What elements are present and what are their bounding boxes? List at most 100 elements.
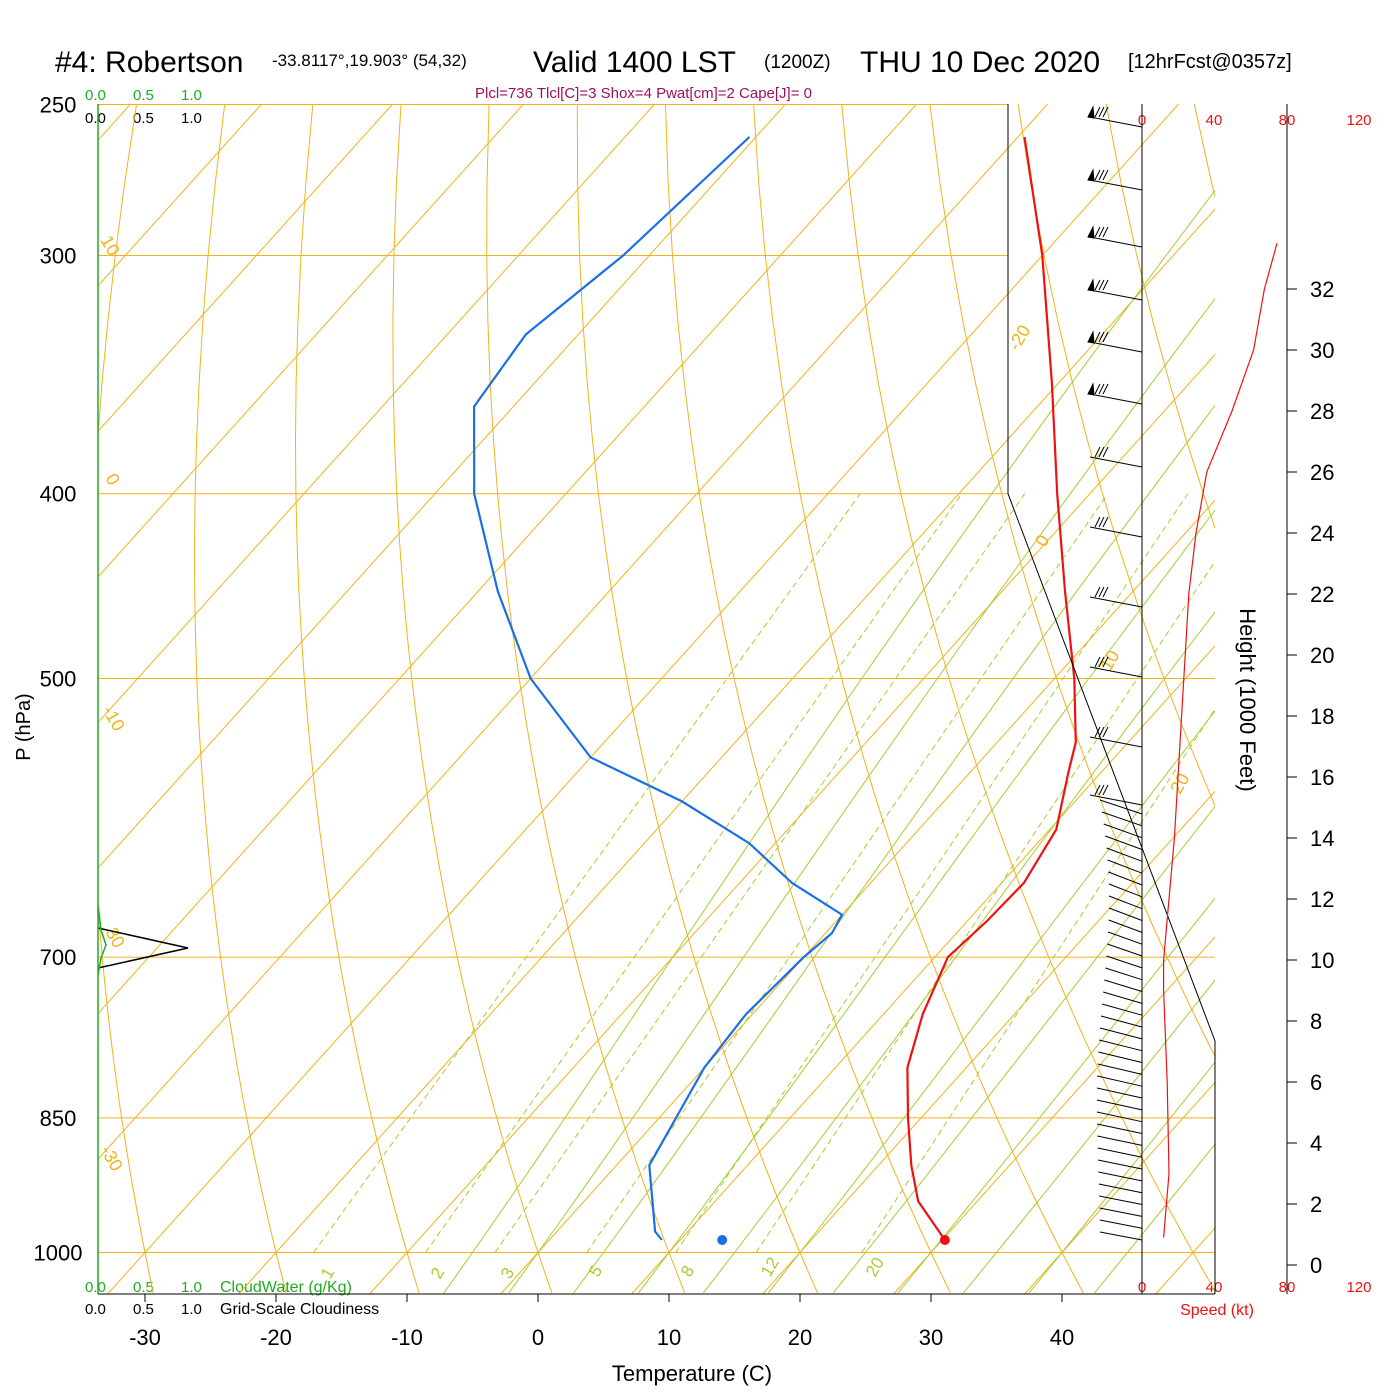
pressure-tick-label: 250	[40, 93, 77, 118]
cloud-tick-label: 0.0	[85, 1301, 106, 1318]
height-tick-label: 14	[1310, 826, 1334, 851]
x-axis-title: Temperature (C)	[612, 1361, 772, 1386]
speed-tick-label: 40	[1206, 112, 1223, 129]
stability-indices: Plcl=736 Tlcl[C]=3 Shox=4 Pwat[cm]=2 Cap…	[475, 85, 812, 102]
wind-barb-feather	[1102, 586, 1109, 598]
dry-adiabat	[929, 104, 1215, 1058]
wind-barb-feather	[1094, 784, 1101, 796]
isotherm-line	[631, 645, 1215, 1294]
speed-ticks-bottom: 0 40 80 120 Speed (kt)	[1138, 1279, 1372, 1319]
isotherm-line	[369, 353, 1215, 1294]
wind-barb-feather	[1102, 446, 1109, 458]
wind-barb-feather	[1094, 169, 1101, 181]
height-tick-label: 30	[1310, 338, 1334, 363]
wind-barb-feather	[1098, 106, 1105, 118]
speed-ticks-top: 0 40 80 120	[1138, 112, 1372, 129]
wind-barb-feather	[1102, 106, 1109, 118]
wind-barb-staff	[1097, 1147, 1143, 1158]
height-tick-label: 4	[1310, 1131, 1322, 1156]
moist-adiabat	[897, 897, 1215, 1294]
isotherm-line	[893, 936, 1215, 1294]
dry-adiabat	[486, 104, 686, 1294]
moist-adiabat	[1028, 1061, 1215, 1294]
height-tick-label: 20	[1310, 643, 1334, 668]
cloud-tick-label: 0.5	[133, 87, 154, 104]
mixing-ratio-label: 3	[497, 1264, 518, 1282]
valid-date: THU 10 Dec 2020	[860, 46, 1100, 79]
height-tick-label: 16	[1310, 765, 1334, 790]
wind-barb-staff	[1108, 907, 1143, 921]
cloud-tick-label: 0.0	[85, 87, 106, 104]
height-tick-label: 6	[1310, 1070, 1322, 1095]
wind-barb-feather	[1094, 516, 1101, 528]
isotherm-label: 20	[1166, 770, 1193, 797]
wind-barb-feather	[1098, 656, 1105, 668]
wind-barb-feather	[1098, 446, 1105, 458]
wind-barb-staff	[1096, 1099, 1143, 1111]
wind-barb-feather	[1094, 726, 1101, 738]
cloud-scale-bottom-black: 0.0 0.5 1.0 Grid-Scale Cloudiness	[85, 1301, 379, 1318]
isotherm-label: 0	[102, 470, 124, 489]
dry-adiabat	[193, 104, 287, 1294]
surface-temperature-point	[939, 1234, 950, 1245]
mixing-ratio-line	[755, 560, 1215, 1253]
moist-adiabat	[573, 404, 1215, 1294]
cloud-scale-bottom-green: 0.0 0.5 1.0 CloudWater (g/Kg)	[85, 1279, 352, 1296]
temperature-line	[906, 136, 1077, 1241]
height-tick-label: 18	[1310, 704, 1334, 729]
wind-barb-staff	[1106, 847, 1143, 862]
wind-barb-staff	[1098, 1183, 1143, 1194]
dry-adiabat	[1105, 104, 1215, 530]
wind-barb-staff	[1099, 1219, 1143, 1229]
wind-barb-staff	[1108, 919, 1143, 933]
pressure-tick-label: 700	[40, 945, 77, 970]
moist-adiabat	[703, 611, 1215, 1294]
y-axis-title: P (hPa)	[13, 693, 35, 760]
cloudwater-label: CloudWater (g/Kg)	[220, 1279, 352, 1296]
grid-clip	[98, 104, 1215, 1294]
isotherm-label: -30	[97, 1142, 127, 1175]
moist-adiabat	[832, 805, 1215, 1294]
isotherm-line	[98, 104, 394, 433]
wind-barb-feather	[1098, 169, 1105, 181]
wind-barb-flag	[1087, 278, 1095, 292]
height-axis-title: Height (1000 Feet)	[1235, 608, 1260, 791]
wind-barb-staff	[1108, 895, 1143, 910]
forecast-info: [12hrFcst@0357z]	[1128, 51, 1292, 73]
wind-barb-staff	[1098, 1171, 1143, 1182]
isotherm-label: 10	[1096, 647, 1123, 674]
wind-barb-staff	[1099, 1195, 1143, 1206]
dry-adiabat	[753, 104, 1084, 1294]
wind-barb-staff	[1106, 955, 1143, 969]
isotherm-line	[1155, 1227, 1215, 1294]
height-tick-label: 8	[1310, 1009, 1322, 1034]
isotherm-line	[98, 104, 918, 1015]
speed-tick-label: 120	[1346, 112, 1371, 129]
wind-barb-feather	[1102, 331, 1109, 343]
moist-adiabat	[963, 979, 1215, 1294]
wind-barb-feather	[1102, 656, 1109, 668]
wind-barb-feather	[1102, 279, 1109, 291]
wind-barb-feather	[1102, 784, 1109, 796]
speed-tick-label: 40	[1206, 1279, 1223, 1296]
isotherm-line	[107, 104, 1180, 1294]
utc-time: (1200Z)	[764, 52, 831, 73]
mixing-ratio-label: 2	[427, 1264, 448, 1282]
wind-barb-staff	[1104, 979, 1143, 992]
pressure-tick-label: 850	[40, 1106, 77, 1131]
wind-barb-feather	[1098, 726, 1105, 738]
dry-adiabat	[294, 104, 420, 1294]
mixing-ratio-line	[494, 493, 1026, 1253]
wind-barb-staff	[1089, 289, 1143, 301]
wind-barb-feather	[1094, 656, 1101, 668]
dry-adiabat	[576, 104, 818, 1294]
wind-barb-staff	[1103, 991, 1143, 1004]
wind-barb-staff	[1089, 236, 1143, 248]
height-tick-label: 2	[1310, 1192, 1322, 1217]
cloud-tick-label: 1.0	[181, 1279, 202, 1296]
wind-barb-staff	[1097, 1075, 1143, 1087]
wind-barb-staff	[1096, 1111, 1143, 1123]
isotherm-line	[98, 104, 656, 724]
moist-adiabat	[767, 710, 1215, 1294]
